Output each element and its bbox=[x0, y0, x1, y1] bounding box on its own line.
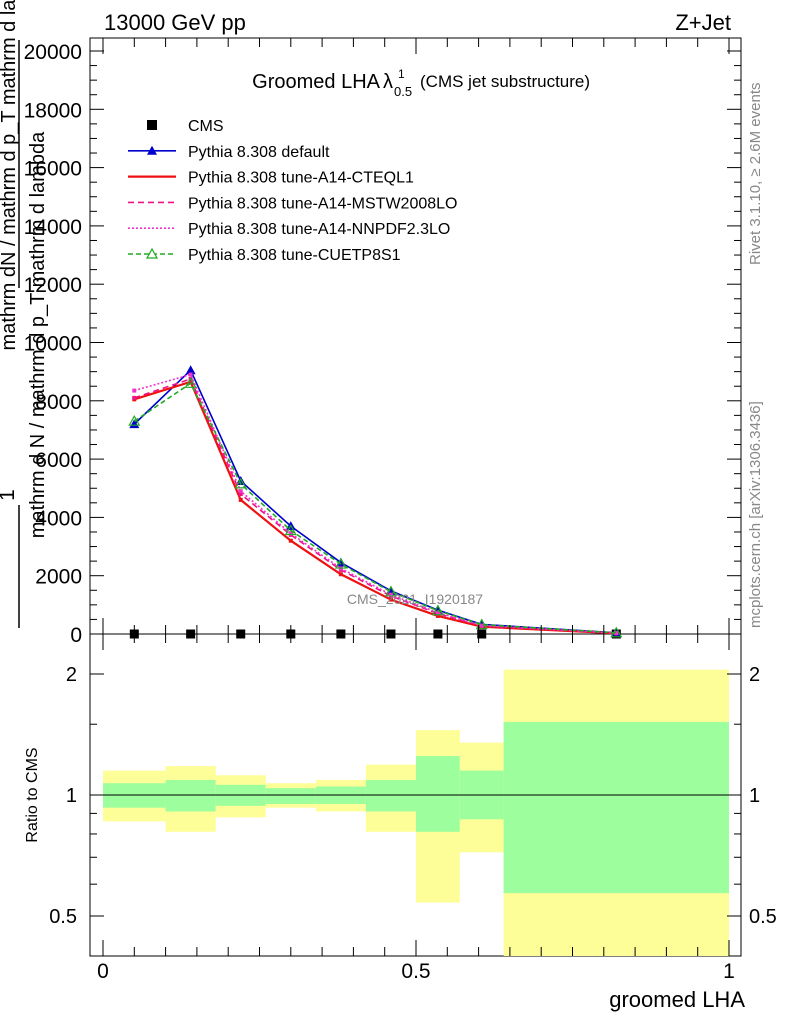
legend-label-3: Pythia 8.308 tune-A14-MSTW2008LO bbox=[188, 195, 457, 212]
main-ylabel: 1 mathrm d N / mathrm d p_T mathrm d lam… bbox=[0, 0, 49, 628]
legend: CMS Pythia 8.308 default Pythia 8.308 tune… bbox=[128, 118, 457, 264]
ratio-ytick-label-left-2: 2 bbox=[66, 664, 77, 686]
series-2-marker-2 bbox=[238, 497, 243, 502]
main-ytick-label-2: 4000 bbox=[35, 507, 82, 530]
main-ytick-label-0: 0 bbox=[70, 624, 82, 647]
xtick-label-0: 0 bbox=[97, 960, 109, 983]
main-ytick-label-9: 18000 bbox=[24, 99, 82, 122]
stat-uncertainty-band-1 bbox=[165, 779, 216, 812]
main-ytick-label-3: 6000 bbox=[35, 449, 82, 472]
title-sub: 0.5 bbox=[394, 84, 412, 99]
series-4-marker-8 bbox=[614, 631, 619, 636]
series-4-marker-1 bbox=[188, 372, 193, 377]
cms-data-point-6 bbox=[433, 629, 443, 639]
stat-uncertainty-band-8 bbox=[503, 721, 729, 894]
series-2-marker-4 bbox=[338, 572, 343, 577]
legend-marker-1 bbox=[147, 145, 157, 155]
process-label: Z+Jet bbox=[675, 10, 731, 35]
main-ytick-label-4: 8000 bbox=[35, 391, 82, 414]
ratio-ytick-label-left-1: 1 bbox=[66, 785, 77, 807]
cms-data-point-5 bbox=[386, 629, 396, 639]
title-sup: 1 bbox=[398, 67, 405, 81]
main-ytick-label-10: 20000 bbox=[24, 41, 82, 64]
mcplots-label: mcplots.cern.ch [arXiv:1306.3436] bbox=[747, 401, 764, 628]
stat-uncertainty-band-3 bbox=[265, 788, 316, 804]
stat-uncertainty-band-5 bbox=[365, 779, 416, 812]
title-main: Groomed LHA bbox=[252, 71, 380, 93]
x-axis: 0 0.5 1 bbox=[97, 38, 735, 983]
watermark: CMS_2021_I1920187 bbox=[347, 591, 483, 607]
plot-title: Groomed LHA λ 1 0.5 (CMS jet substructur… bbox=[252, 67, 590, 99]
legend-marker-5 bbox=[145, 247, 159, 259]
series-4-marker-5 bbox=[388, 592, 393, 597]
series-line-5 bbox=[133, 382, 617, 634]
series-4-marker-3 bbox=[288, 531, 293, 536]
series-2-marker-3 bbox=[288, 538, 293, 543]
series-1-marker-0 bbox=[129, 419, 140, 429]
series-5-marker-6 bbox=[431, 604, 444, 616]
ylabel-main: mathrm d N / mathrm d p_T mathrm d lambd… bbox=[27, 131, 49, 538]
stat-uncertainty-band-6 bbox=[416, 756, 460, 832]
main-ytick-label-5: 10000 bbox=[24, 333, 82, 356]
legend-label-5: Pythia 8.308 tune-CUETP8S1 bbox=[188, 247, 401, 264]
xtick-label-1: 0.5 bbox=[401, 960, 430, 983]
ratio-ytick-label-left-0: 0.5 bbox=[49, 906, 77, 928]
ratio-ytick-label-right-1: 1 bbox=[749, 785, 760, 807]
main-ytick-label-1: 2000 bbox=[35, 566, 82, 589]
series-4-marker-2 bbox=[238, 489, 243, 494]
series-5-marker-3 bbox=[284, 524, 297, 536]
series-5-marker-8 bbox=[610, 626, 623, 638]
ratio-ylabel: Ratio to CMS bbox=[24, 747, 41, 842]
ratio-axes: 0.5 0.5 1 1 2 2 bbox=[49, 664, 777, 928]
cms-data-point-4 bbox=[336, 629, 346, 639]
ratio-bands bbox=[90, 669, 741, 956]
x-axis-label: groomed LHA bbox=[609, 987, 745, 1012]
legend-label-2: Pythia 8.308 tune-A14-CTEQL1 bbox=[188, 170, 414, 187]
series-5-marker-1 bbox=[184, 377, 197, 388]
series-3-marker-2 bbox=[238, 492, 243, 497]
series-5-marker-0 bbox=[128, 414, 141, 426]
title-note: (CMS jet substructure) bbox=[420, 72, 590, 91]
title-lambda: λ bbox=[383, 71, 393, 93]
main-ytick-label-6: 12000 bbox=[24, 274, 82, 297]
cms-data-point-2 bbox=[236, 629, 246, 639]
rivet-label: Rivet 3.1.10, ≥ 2.6M events bbox=[747, 83, 764, 266]
main-series bbox=[128, 365, 623, 639]
series-4-marker-0 bbox=[132, 388, 137, 393]
legend-label-4: Pythia 8.308 tune-A14-NNPDF2.3LO bbox=[188, 221, 450, 238]
legend-marker-0 bbox=[147, 120, 157, 130]
legend-label-0: CMS bbox=[188, 118, 224, 135]
main-ytick-label-8: 16000 bbox=[24, 158, 82, 181]
series-2-marker-6 bbox=[435, 613, 440, 618]
ratio-ytick-label-right-0: 0.5 bbox=[749, 906, 777, 928]
main-ytick-label-7: 14000 bbox=[24, 216, 82, 239]
series-5-marker-5 bbox=[384, 585, 397, 597]
cms-data-point-7 bbox=[477, 629, 487, 639]
ylabel-top: 1 bbox=[0, 489, 19, 501]
series-2-marker-5 bbox=[388, 597, 393, 602]
series-5-marker-4 bbox=[334, 557, 347, 569]
series-4-marker-6 bbox=[435, 610, 440, 615]
ratio-ytick-label-right-2: 2 bbox=[749, 664, 760, 686]
main-axes: 0 2000 4000 6000 8000 10000 12000 14000 16000 180… bbox=[24, 41, 741, 647]
cms-data-point-1 bbox=[186, 629, 196, 639]
series-5-marker-2 bbox=[234, 477, 247, 489]
energy-label: 13000 GeV pp bbox=[104, 10, 246, 35]
series-4-marker-7 bbox=[479, 623, 484, 628]
ylabel-overlay: mathrm dN / mathrm d p_T mathrm d lambda bbox=[0, 0, 20, 350]
series-3-marker-0 bbox=[132, 395, 137, 400]
series-2-marker-1 bbox=[188, 379, 193, 384]
xtick-label-2: 1 bbox=[723, 960, 735, 983]
legend-label-1: Pythia 8.308 default bbox=[188, 144, 330, 161]
series-1-marker-1 bbox=[185, 365, 196, 375]
series-5-marker-7 bbox=[475, 618, 488, 630]
